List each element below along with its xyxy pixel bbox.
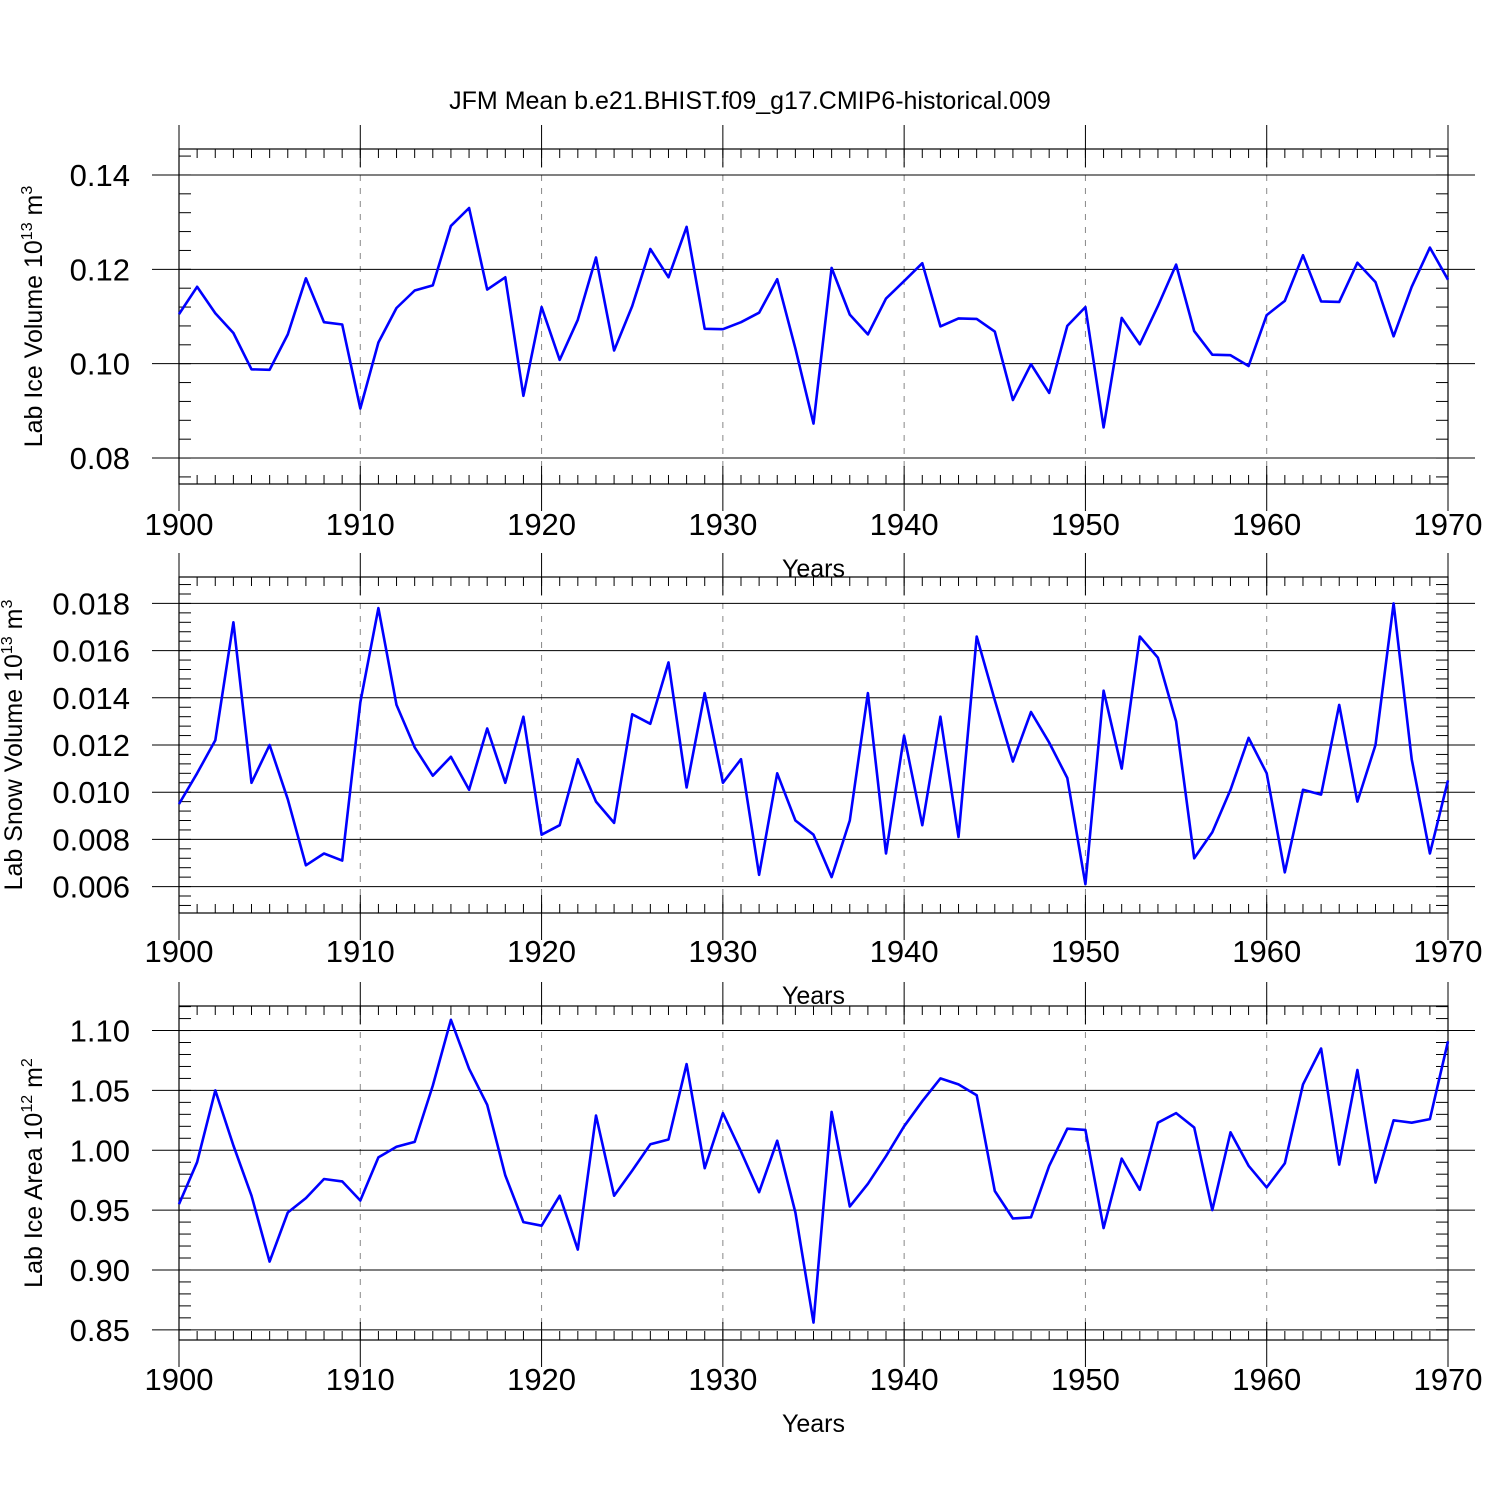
y-tick-label: 0.012	[52, 728, 130, 763]
x-tick-label: 1920	[507, 507, 576, 542]
y-tick-label: 0.95	[70, 1193, 130, 1228]
y-tick-label: 0.08	[70, 441, 130, 476]
x-axis-title: Years	[782, 1410, 845, 1438]
x-tick-label: 1910	[326, 1362, 395, 1397]
y-axis-title-unit-exp: 3	[0, 600, 16, 609]
x-tick-label: 1940	[870, 1362, 939, 1397]
x-tick-label: 1940	[870, 934, 939, 969]
y-tick-label: 0.016	[52, 634, 130, 669]
series-line	[177, 602, 1450, 886]
y-tick-label: 0.10	[70, 347, 130, 382]
x-tick-label: 1920	[507, 934, 576, 969]
y-axis-title-scale-exp: 13	[19, 222, 36, 240]
x-tick-label: 1970	[1414, 507, 1483, 542]
y-axis-title-unit: m	[20, 1067, 48, 1095]
x-tick-label: 1940	[870, 507, 939, 542]
x-tick-label: 1960	[1232, 507, 1301, 542]
y-tick-label: 0.85	[70, 1313, 130, 1348]
x-tick-label: 1930	[688, 934, 757, 969]
panel-snow-volume: 1900 1910 1920 1930 1940 1950 1960 1970 0.006 0.0…	[0, 553, 1482, 1010]
y-tick-label: 0.014	[52, 681, 130, 716]
x-tick-label: 1910	[326, 934, 395, 969]
x-tick-label: 1950	[1051, 507, 1120, 542]
panel-ice-volume: 1900 1910 1920 1930 1940 1950 1960 1970 0.08 0.10…	[19, 125, 1482, 583]
x-axis-title: Years	[782, 982, 845, 1010]
y-axis-title-unit: m	[0, 609, 28, 637]
y-axis-title-scale-exp: 13	[0, 636, 16, 654]
y-axis-title-name: Lab Ice Volume 10	[20, 240, 48, 447]
y-axis-title-unit-exp: 3	[19, 186, 36, 195]
x-tick-label: 1970	[1414, 934, 1483, 969]
x-tick-label: 1930	[688, 507, 757, 542]
y-axis-title: Lab Snow Volume 1013 m3	[0, 600, 28, 891]
y-tick-label: 0.006	[52, 870, 130, 905]
y-tick-label: 0.010	[52, 775, 130, 810]
x-tick-label: 1960	[1232, 934, 1301, 969]
chart-title: JFM Mean b.e21.BHIST.f09_g17.CMIP6-histo…	[449, 87, 1051, 115]
y-axis-title-scale-exp: 12	[19, 1095, 36, 1113]
x-tick-label: 1910	[326, 507, 395, 542]
plot-frame	[178, 1005, 1449, 1341]
plot-frame	[178, 148, 1449, 485]
y-tick-label: 1.05	[70, 1073, 130, 1108]
x-tick-label: 1950	[1051, 1362, 1120, 1397]
series-line	[177, 206, 1450, 429]
y-axis-title: Lab Ice Volume 1013 m3	[19, 186, 48, 448]
y-axis-title-name: Lab Ice Area 10	[20, 1113, 48, 1288]
y-tick-label: 1.00	[70, 1133, 130, 1168]
x-tick-label: 1950	[1051, 934, 1120, 969]
panel-ice-area: 1900 1910 1920 1930 1940 1950 1960 1970 0.85 0.90…	[19, 982, 1482, 1438]
y-axis-title: Lab Ice Area 1012 m2	[19, 1058, 48, 1288]
series-line	[177, 1018, 1450, 1324]
y-tick-label: 0.14	[70, 158, 130, 193]
x-tick-label: 1960	[1232, 1362, 1301, 1397]
y-tick-label: 0.018	[52, 586, 130, 621]
x-tick-label: 1970	[1414, 1362, 1483, 1397]
x-tick-label: 1900	[145, 1362, 214, 1397]
y-tick-label: 0.90	[70, 1253, 130, 1288]
x-tick-label: 1930	[688, 1362, 757, 1397]
x-tick-label: 1920	[507, 1362, 576, 1397]
y-axis-title-unit-exp: 2	[19, 1058, 36, 1067]
y-tick-label: 0.12	[70, 252, 130, 287]
x-tick-label: 1900	[145, 507, 214, 542]
y-tick-label: 0.008	[52, 822, 130, 857]
y-tick-label: 1.10	[70, 1014, 130, 1049]
y-axis-title-name: Lab Snow Volume 10	[0, 654, 28, 890]
x-tick-label: 1900	[145, 934, 214, 969]
y-axis-title-unit: m	[20, 195, 48, 223]
